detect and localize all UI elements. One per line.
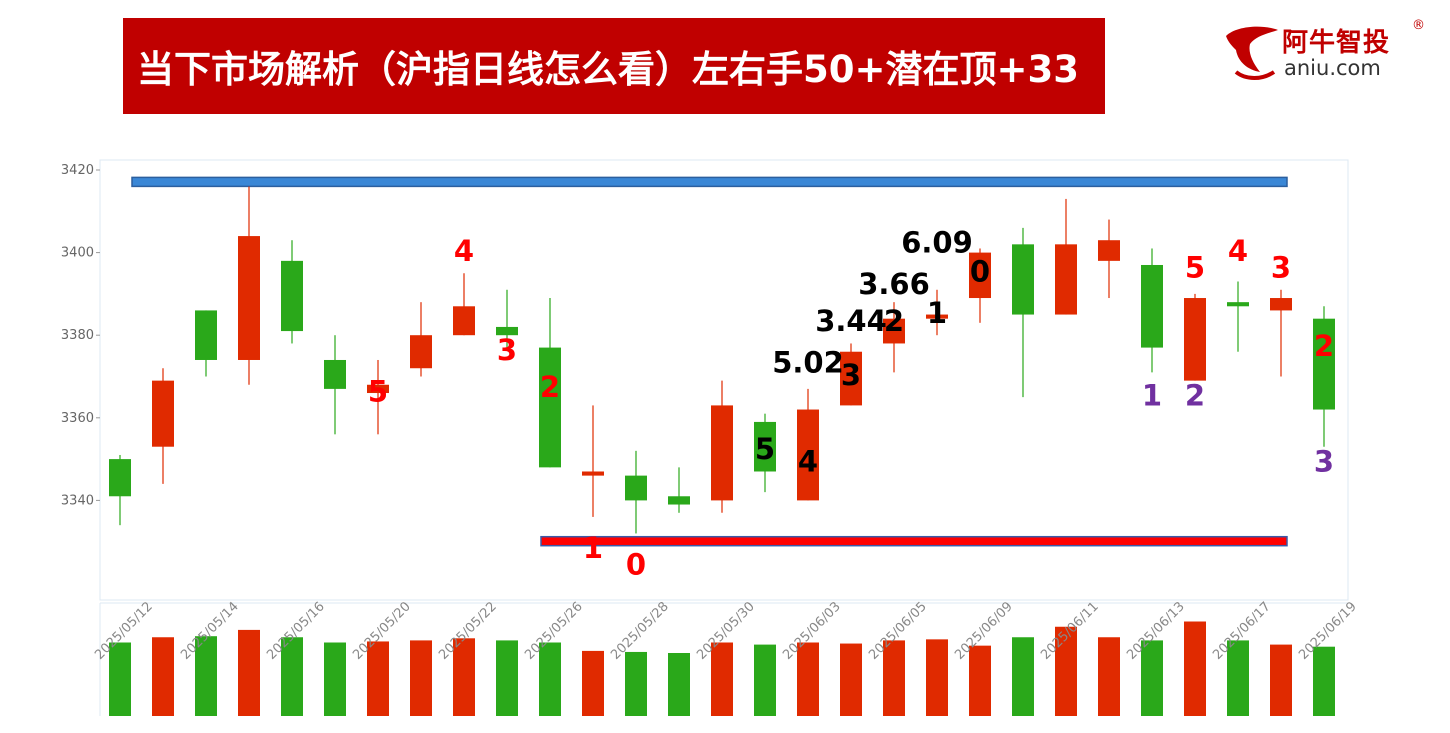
annotation-label: 1 (927, 296, 947, 330)
y-tick-label: 3340 (61, 493, 94, 508)
volume-bar (496, 640, 518, 716)
candle-body (625, 475, 647, 501)
volume-bar (1184, 621, 1206, 716)
annotation-label: 0 (626, 548, 646, 582)
annotation-label: 5 (368, 374, 388, 408)
annotation-label: 2 (1185, 378, 1205, 412)
logo-cn-text: 阿牛智投 (1282, 28, 1391, 58)
volume-bar (1098, 637, 1120, 716)
candle-body (711, 405, 733, 501)
volume-bar (668, 653, 690, 716)
volume-bar (1270, 644, 1292, 716)
page-title: 当下市场解析（沪指日线怎么看）左右手50+潜在顶+33 (137, 48, 1079, 91)
volume-bar (797, 642, 819, 716)
annotation-label: 3 (841, 358, 861, 392)
candle-body (496, 326, 518, 336)
bull-logo-icon (1226, 26, 1278, 80)
volume-bar (926, 639, 948, 716)
annotation-label: 3.66 (858, 267, 930, 301)
candle-body (1270, 298, 1292, 311)
y-tick-label: 3380 (61, 328, 94, 343)
candle-body (1055, 244, 1077, 315)
volume-bar (711, 642, 733, 716)
candle-body (1184, 298, 1206, 381)
candle-body (109, 459, 131, 497)
candle-body (410, 335, 432, 369)
volume-bar (1313, 646, 1335, 716)
annotation-label: 0 (970, 255, 990, 289)
volume-bar (1055, 626, 1077, 716)
volume-bar (367, 641, 389, 716)
candle-body (195, 310, 217, 360)
candle-body (797, 409, 819, 501)
y-tick-label: 3360 (61, 411, 94, 426)
volume-bar (754, 644, 776, 716)
volume-bar (238, 629, 260, 716)
annotation-label: 3.44 (815, 304, 887, 338)
annotation-label: 5 (755, 432, 775, 466)
support-line (540, 535, 1288, 547)
candle-body (840, 351, 862, 406)
volume-bar (969, 645, 991, 716)
candle-body (582, 471, 604, 476)
volume-bar (453, 638, 475, 716)
candle-body (238, 236, 260, 360)
resistance-line (131, 176, 1288, 188)
annotation-label: 4 (798, 444, 818, 478)
annotation-label: 5.02 (772, 345, 844, 379)
candle-body (1313, 318, 1335, 410)
logo-en-text: aniu.com (1284, 56, 1381, 80)
annotation-label: 3 (1314, 444, 1334, 478)
volume-bar (410, 640, 432, 716)
candle-body (1141, 264, 1163, 348)
volume-bar (281, 637, 303, 716)
annotation-label: 3 (497, 333, 517, 367)
candle-body (969, 252, 991, 299)
candle-body (1227, 302, 1249, 307)
candle-body (152, 380, 174, 447)
annotation-label: 2 (540, 370, 560, 404)
volume-bar (582, 650, 604, 716)
annotation-label: 2 (1314, 329, 1334, 363)
candle-body (1098, 240, 1120, 261)
registered-mark: ® (1412, 18, 1425, 33)
y-tick-label: 3400 (61, 246, 94, 261)
candle-body (281, 260, 303, 332)
candle-body (926, 314, 948, 319)
volume-bar (1012, 637, 1034, 716)
candle-body (539, 347, 561, 468)
volume-bar (152, 637, 174, 716)
y-tick-label: 3420 (61, 163, 94, 178)
annotation-label: 1 (583, 531, 603, 565)
annotation-label: 5 (1185, 250, 1205, 284)
annotation-label: 4 (1228, 234, 1248, 268)
annotation-label: 6.09 (901, 226, 973, 260)
candle-body (668, 496, 690, 505)
annotation-label: 3 (1271, 250, 1291, 284)
volume-bar (109, 642, 131, 716)
volume-bar (1227, 640, 1249, 716)
candle-body (324, 359, 346, 389)
volume-bar (539, 642, 561, 716)
volume-bar (1141, 640, 1163, 716)
volume-bar (195, 636, 217, 716)
annotation-label: 1 (1142, 378, 1162, 412)
title-banner: 当下市场解析（沪指日线怎么看）左右手50+潜在顶+33 (123, 18, 1105, 114)
candle-body (1012, 244, 1034, 315)
annotation-label: 4 (454, 234, 474, 268)
candle-body (367, 384, 389, 394)
plot-frame (99, 159, 1349, 601)
candle-body (453, 306, 475, 336)
annotation-label: 2 (884, 304, 904, 338)
brand-logo: 阿牛智投 ® aniu.com (1222, 18, 1425, 88)
candle-body (883, 318, 905, 344)
volume-bar (840, 643, 862, 716)
volume-bar (625, 651, 647, 716)
volume-bar (324, 642, 346, 716)
volume-bar (883, 640, 905, 716)
candle-body (754, 421, 776, 472)
